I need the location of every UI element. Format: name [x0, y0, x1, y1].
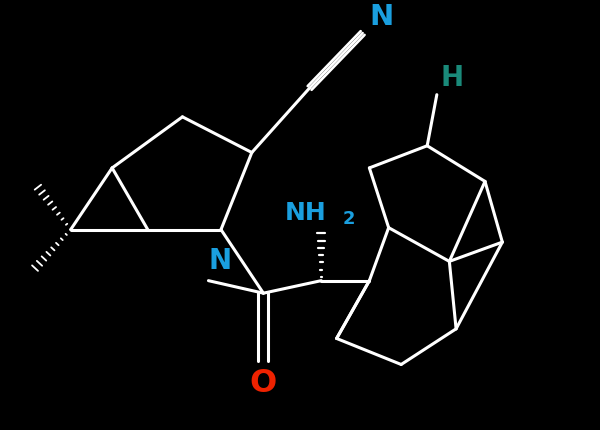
Text: NH: NH [284, 201, 326, 225]
Text: N: N [208, 247, 232, 275]
Text: O: O [250, 369, 277, 399]
Text: N: N [370, 3, 394, 31]
Text: 2: 2 [343, 210, 355, 227]
Text: H: H [440, 64, 464, 92]
